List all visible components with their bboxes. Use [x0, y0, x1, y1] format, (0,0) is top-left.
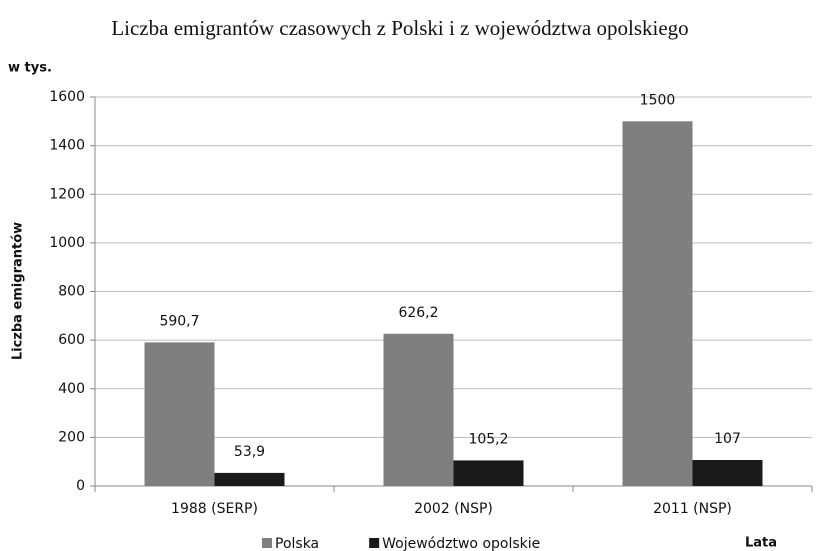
y-tick-label: 800 — [58, 284, 85, 300]
legend-swatch — [262, 538, 272, 548]
bar — [692, 459, 763, 486]
value-label: 1500 — [640, 92, 676, 108]
bar — [214, 472, 285, 486]
y-tick-label: 600 — [58, 332, 85, 348]
chart-title: Liczba emigrantów czasowych z Polski i z… — [111, 16, 688, 40]
x-tick-label: 1988 (SERP) — [171, 501, 258, 517]
x-axis-label: Lata — [745, 536, 777, 551]
y-tick-label: 400 — [58, 381, 85, 397]
value-label: 53,9 — [234, 444, 265, 460]
y-tick-label: 1000 — [49, 235, 85, 251]
y-tick-label: 200 — [58, 429, 85, 445]
bar — [453, 460, 524, 486]
value-label: 590,7 — [159, 313, 199, 329]
y-tick-label: 1200 — [49, 186, 85, 202]
bar — [622, 121, 693, 486]
unit-label: w tys. — [8, 61, 52, 76]
y-tick-label: 1400 — [49, 138, 85, 154]
y-tick-label: 1600 — [49, 89, 85, 105]
bar — [144, 342, 215, 486]
bar — [383, 333, 454, 486]
legend-label: Polska — [275, 536, 319, 551]
y-axis-label: Liczba emigrantów — [11, 222, 26, 360]
x-tick-label: 2002 (NSP) — [414, 501, 493, 517]
x-tick-label: 2011 (NSP) — [653, 501, 732, 517]
legend-label: Województwo opolskie — [382, 536, 540, 551]
value-label: 107 — [714, 431, 741, 447]
legend-swatch — [369, 538, 380, 548]
y-tick-label: 0 — [76, 478, 85, 494]
value-label: 105,2 — [468, 431, 508, 447]
value-label: 626,2 — [398, 305, 438, 321]
